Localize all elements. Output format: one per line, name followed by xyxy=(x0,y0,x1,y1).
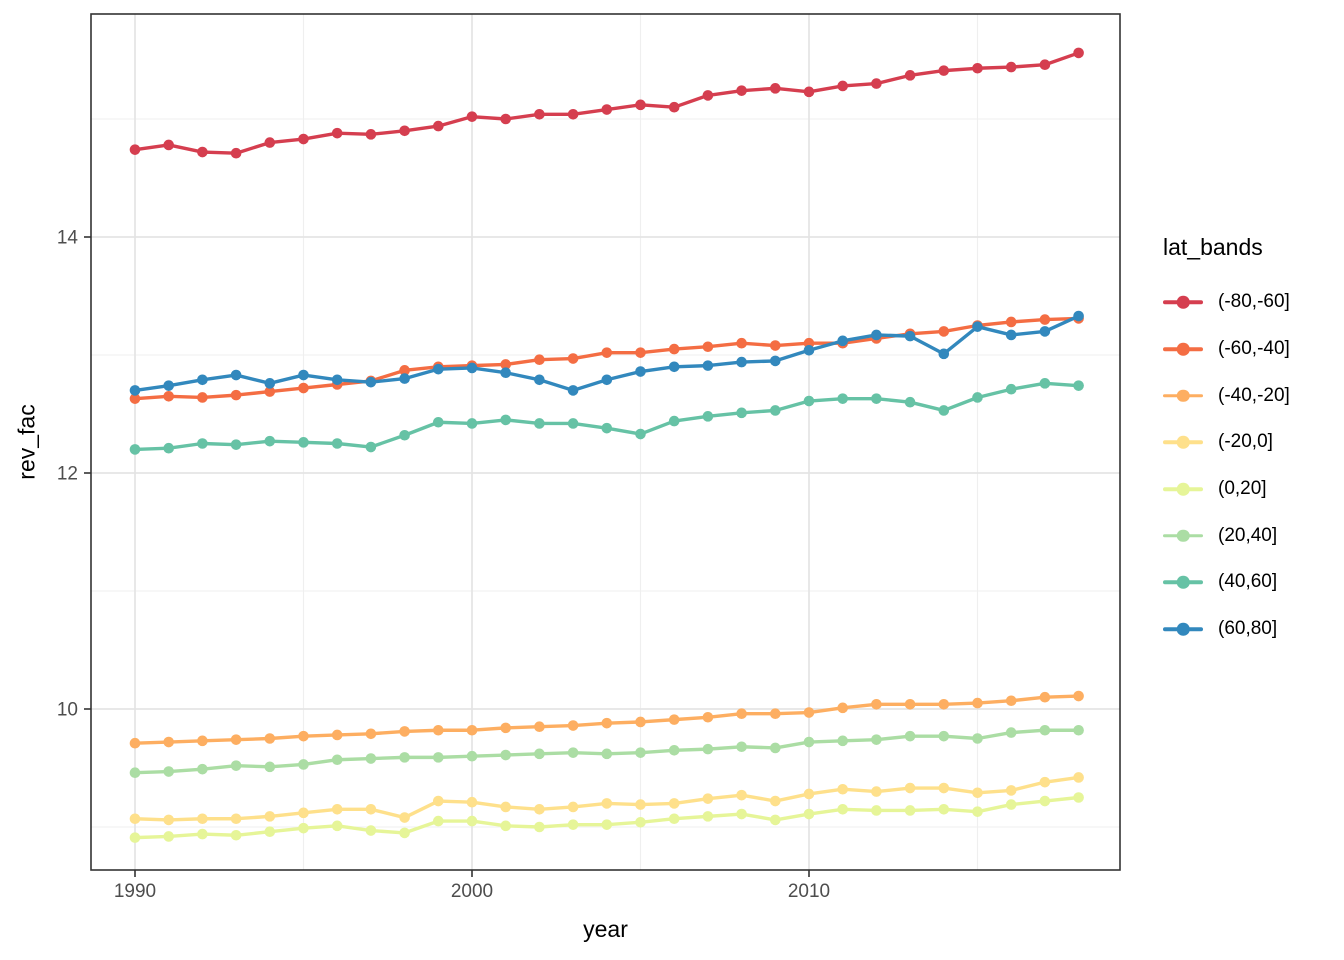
legend-key-icon xyxy=(1163,389,1203,403)
x-tick-label: 2010 xyxy=(788,881,830,902)
legend-item: (-80,-60] xyxy=(1163,279,1290,326)
series-(-40,-20] xyxy=(129,690,1084,749)
legend-item-label: (-60,-40] xyxy=(1218,338,1290,360)
legend: lat_bands (-80,-60] (-60,-40] (-40,-20] (-2… xyxy=(1163,234,1290,653)
legend-item-label: (20,40] xyxy=(1218,524,1278,546)
legend-item-label: (-80,-60] xyxy=(1218,291,1290,313)
legend-key-icon xyxy=(1163,575,1203,589)
legend-key-icon xyxy=(1163,529,1203,543)
x-tick-label: 1990 xyxy=(114,881,156,902)
legend-item-label: (0,20] xyxy=(1218,478,1267,500)
series-(-20,0] xyxy=(129,772,1084,826)
legend-item: (0,20] xyxy=(1163,466,1290,513)
legend-item: (20,40] xyxy=(1163,512,1290,559)
panel-border xyxy=(90,13,1121,871)
y-tick-label: 14 xyxy=(57,228,79,249)
legend-key-icon xyxy=(1163,342,1203,356)
legend-item: (40,60] xyxy=(1163,559,1290,606)
legend-item: (-60,-40] xyxy=(1163,326,1290,373)
series-(20,40] xyxy=(129,724,1084,779)
legend-key-icon xyxy=(1163,435,1203,449)
y-axis-title: rev_fac xyxy=(13,404,40,480)
x-axis-title: year xyxy=(583,916,628,942)
series-(-80,-60] xyxy=(129,47,1084,159)
series-(60,80] xyxy=(129,310,1084,396)
legend-key-icon xyxy=(1163,622,1203,636)
legend-item-label: (40,60] xyxy=(1218,571,1278,593)
y-tick-label: 10 xyxy=(57,700,78,721)
legend-items: (-80,-60] (-60,-40] (-40,-20] (-20,0] (0,20]… xyxy=(1163,279,1290,653)
legend-key-icon xyxy=(1163,295,1203,309)
legend-item-label: (-20,0] xyxy=(1218,431,1273,453)
x-tick-label: 2000 xyxy=(451,881,493,902)
legend-item: (60,80] xyxy=(1163,606,1290,653)
series-(40,60] xyxy=(129,378,1084,455)
gridlines xyxy=(91,14,1120,870)
legend-item-label: (60,80] xyxy=(1218,618,1278,640)
legend-title: lat_bands xyxy=(1163,234,1263,260)
legend-item: (-20,0] xyxy=(1163,419,1290,466)
legend-key-icon xyxy=(1163,482,1203,496)
y-tick-label: 12 xyxy=(57,464,78,485)
legend-item-label: (-40,-20] xyxy=(1218,384,1290,406)
legend-item: (-40,-20] xyxy=(1163,372,1290,419)
series-(0,20] xyxy=(129,792,1084,843)
